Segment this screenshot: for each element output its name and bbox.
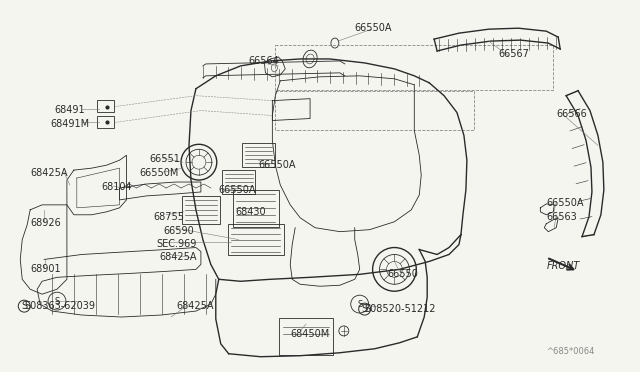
Text: S: S: [54, 296, 60, 306]
Text: 66550A: 66550A: [259, 160, 296, 170]
Text: 68430: 68430: [236, 207, 266, 217]
Text: 68755: 68755: [153, 212, 184, 222]
Text: 66550A: 66550A: [219, 185, 256, 195]
Text: 66550M: 66550M: [140, 168, 179, 178]
Text: 66551: 66551: [149, 154, 180, 164]
Text: 68425A: 68425A: [159, 251, 196, 262]
Text: 66550A: 66550A: [355, 23, 392, 33]
Text: 66563: 66563: [547, 212, 577, 222]
Text: 66567: 66567: [499, 49, 529, 59]
Text: S: S: [362, 304, 368, 314]
Text: 68491: 68491: [54, 105, 84, 115]
Text: ^685*0064: ^685*0064: [547, 347, 595, 356]
Text: S: S: [21, 301, 28, 311]
Text: FRONT: FRONT: [547, 262, 580, 272]
Text: SEC.969: SEC.969: [156, 238, 196, 248]
Text: 68926: 68926: [30, 218, 61, 228]
Text: 68450M: 68450M: [290, 329, 330, 339]
Text: S: S: [357, 299, 362, 309]
Text: 68425A: 68425A: [176, 301, 214, 311]
Text: 68104: 68104: [102, 182, 132, 192]
Text: 66564: 66564: [248, 56, 279, 66]
Text: 66550A: 66550A: [547, 198, 584, 208]
Text: 68425A: 68425A: [30, 168, 68, 178]
Text: 66550: 66550: [387, 269, 419, 279]
Bar: [275, 45, 553, 90]
Text: S08520-51212: S08520-51212: [365, 304, 436, 314]
Bar: [275, 91, 474, 131]
Text: 68491M: 68491M: [50, 119, 89, 128]
Text: 66590: 66590: [163, 226, 194, 236]
Text: S08363-62039: S08363-62039: [24, 301, 95, 311]
Text: 68901: 68901: [30, 264, 61, 275]
Text: 66566: 66566: [556, 109, 587, 119]
